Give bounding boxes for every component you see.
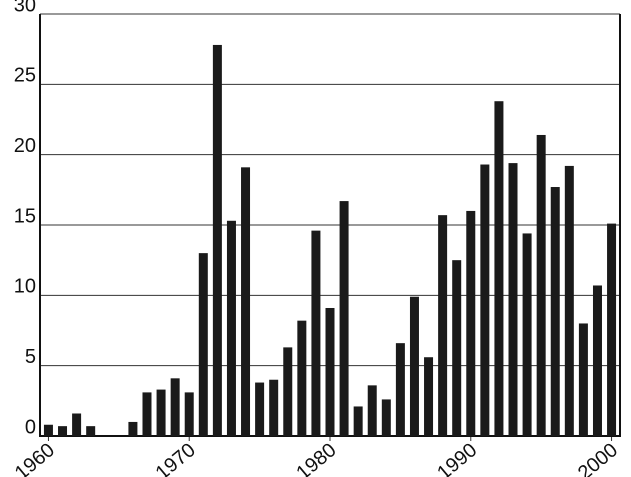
bar (593, 285, 602, 436)
bar (509, 163, 518, 436)
bar (72, 413, 81, 436)
bar (283, 347, 292, 436)
bar (523, 233, 532, 436)
x-tick-label: 1980 (292, 439, 340, 477)
bar (354, 406, 363, 436)
bar (382, 399, 391, 436)
bar (396, 343, 405, 436)
bar (227, 221, 236, 436)
x-tick-label: 1960 (11, 439, 59, 477)
bar (480, 165, 489, 436)
bar (438, 215, 447, 436)
bar (368, 385, 377, 436)
y-tick-label: 0 (25, 416, 36, 438)
bar (142, 392, 151, 436)
bar (551, 187, 560, 436)
bar (199, 253, 208, 436)
bar (424, 357, 433, 436)
bar (269, 380, 278, 436)
y-tick-label: 25 (14, 65, 36, 87)
y-tick-label: 10 (14, 276, 36, 298)
bar (297, 321, 306, 436)
page: {"chart_data": {"type": "bar", "color": … (0, 0, 631, 477)
bar (311, 231, 320, 436)
bar (466, 211, 475, 436)
bar (326, 308, 335, 436)
chart: 0 5 10 15 20 25 30 1960 1970 1980 1990 2000 (0, 0, 631, 477)
bar (579, 323, 588, 436)
bar (565, 166, 574, 436)
bar (128, 422, 137, 436)
y-tick-label: 15 (14, 205, 36, 227)
bar (255, 383, 264, 436)
y-tick-label: 20 (14, 135, 36, 157)
bar (185, 392, 194, 436)
bar (157, 390, 166, 436)
bar (213, 45, 222, 436)
bar (44, 425, 53, 436)
x-tick-label: 2000 (574, 439, 622, 477)
bar (607, 224, 616, 436)
x-tick-label: 1990 (433, 439, 481, 477)
bar (494, 101, 503, 436)
bar (86, 426, 95, 436)
bar (410, 297, 419, 436)
y-tick-label: 5 (25, 346, 36, 368)
bar (340, 201, 349, 436)
bar (452, 260, 461, 436)
y-tick-label: 30 (14, 0, 36, 16)
bar (171, 378, 180, 436)
bar (537, 135, 546, 436)
x-tick-label: 1970 (152, 439, 200, 477)
bar (58, 426, 67, 436)
bar (241, 167, 250, 436)
